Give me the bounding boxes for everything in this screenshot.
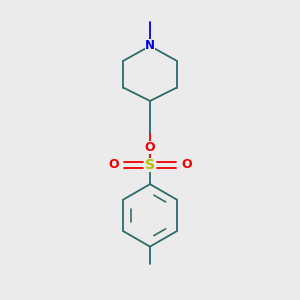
Text: O: O <box>181 158 192 171</box>
Text: S: S <box>145 158 155 172</box>
Text: N: N <box>145 40 155 52</box>
Text: O: O <box>145 140 155 154</box>
Text: O: O <box>108 158 119 171</box>
